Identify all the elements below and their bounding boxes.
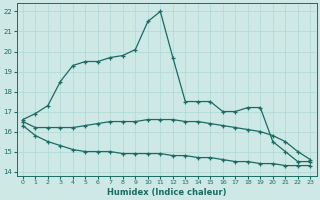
X-axis label: Humidex (Indice chaleur): Humidex (Indice chaleur)	[107, 188, 226, 197]
